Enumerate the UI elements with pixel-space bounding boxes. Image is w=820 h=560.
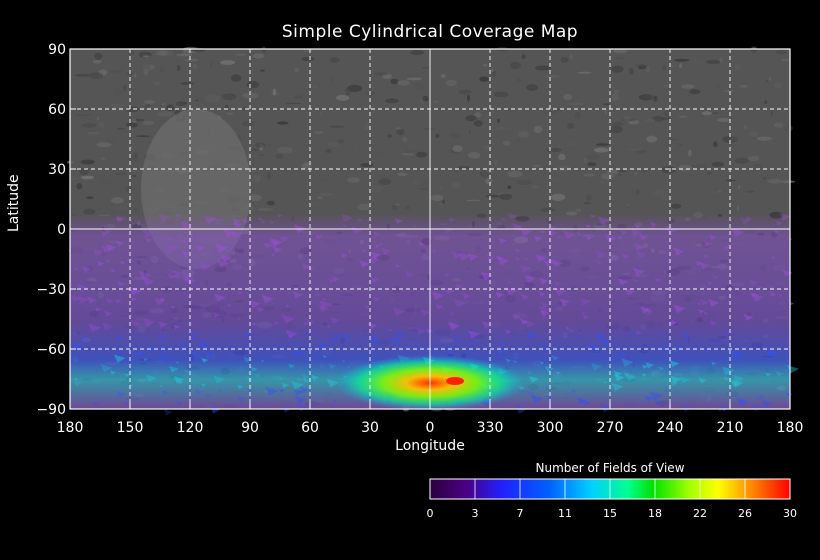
colorbar-tick-label: 15 [603,507,617,520]
colorbar-tick-label: 7 [517,507,524,520]
x-tick-label: 240 [657,420,684,436]
coverage-overlay [70,213,799,416]
y-tick-label: −30 [36,282,66,298]
y-tick-label: 30 [48,162,66,178]
x-tick-label: 90 [241,420,259,436]
x-tick-label: 210 [717,420,744,436]
peak-coverage-core [446,377,464,385]
y-axis-label: Latitude [6,174,22,232]
y-tick-label: −90 [36,402,66,418]
colorbar-tick-label: 3 [472,507,479,520]
x-tick-label: 60 [301,420,319,436]
colorbar-title: Number of Fields of View [535,461,685,475]
x-tick-label: 30 [361,420,379,436]
x-tick-label: 300 [537,420,564,436]
colorbar-tick-label: 0 [427,507,434,520]
colorbar-tick-label: 18 [648,507,662,520]
colorbar-tick-label: 26 [738,507,752,520]
colorbar-tick-label: 30 [783,507,797,520]
y-tick-label: 0 [57,222,66,238]
x-tick-label: 120 [177,420,204,436]
chart-title: Simple Cylindrical Coverage Map [281,22,579,42]
x-tick-label: 330 [477,420,504,436]
x-tick-label: 180 [57,420,84,436]
y-tick-label: −60 [36,342,66,358]
x-tick-label: 150 [117,420,144,436]
colorbar-tick-label: 11 [558,507,572,520]
x-tick-label: 180 [777,420,804,436]
colorbar-tick-label: 22 [693,507,707,520]
x-axis-label: Longitude [395,438,465,454]
x-tick-label: 270 [597,420,624,436]
y-tick-label: 90 [48,42,66,58]
y-tick-label: 60 [48,102,66,118]
x-tick-label: 0 [426,420,435,436]
